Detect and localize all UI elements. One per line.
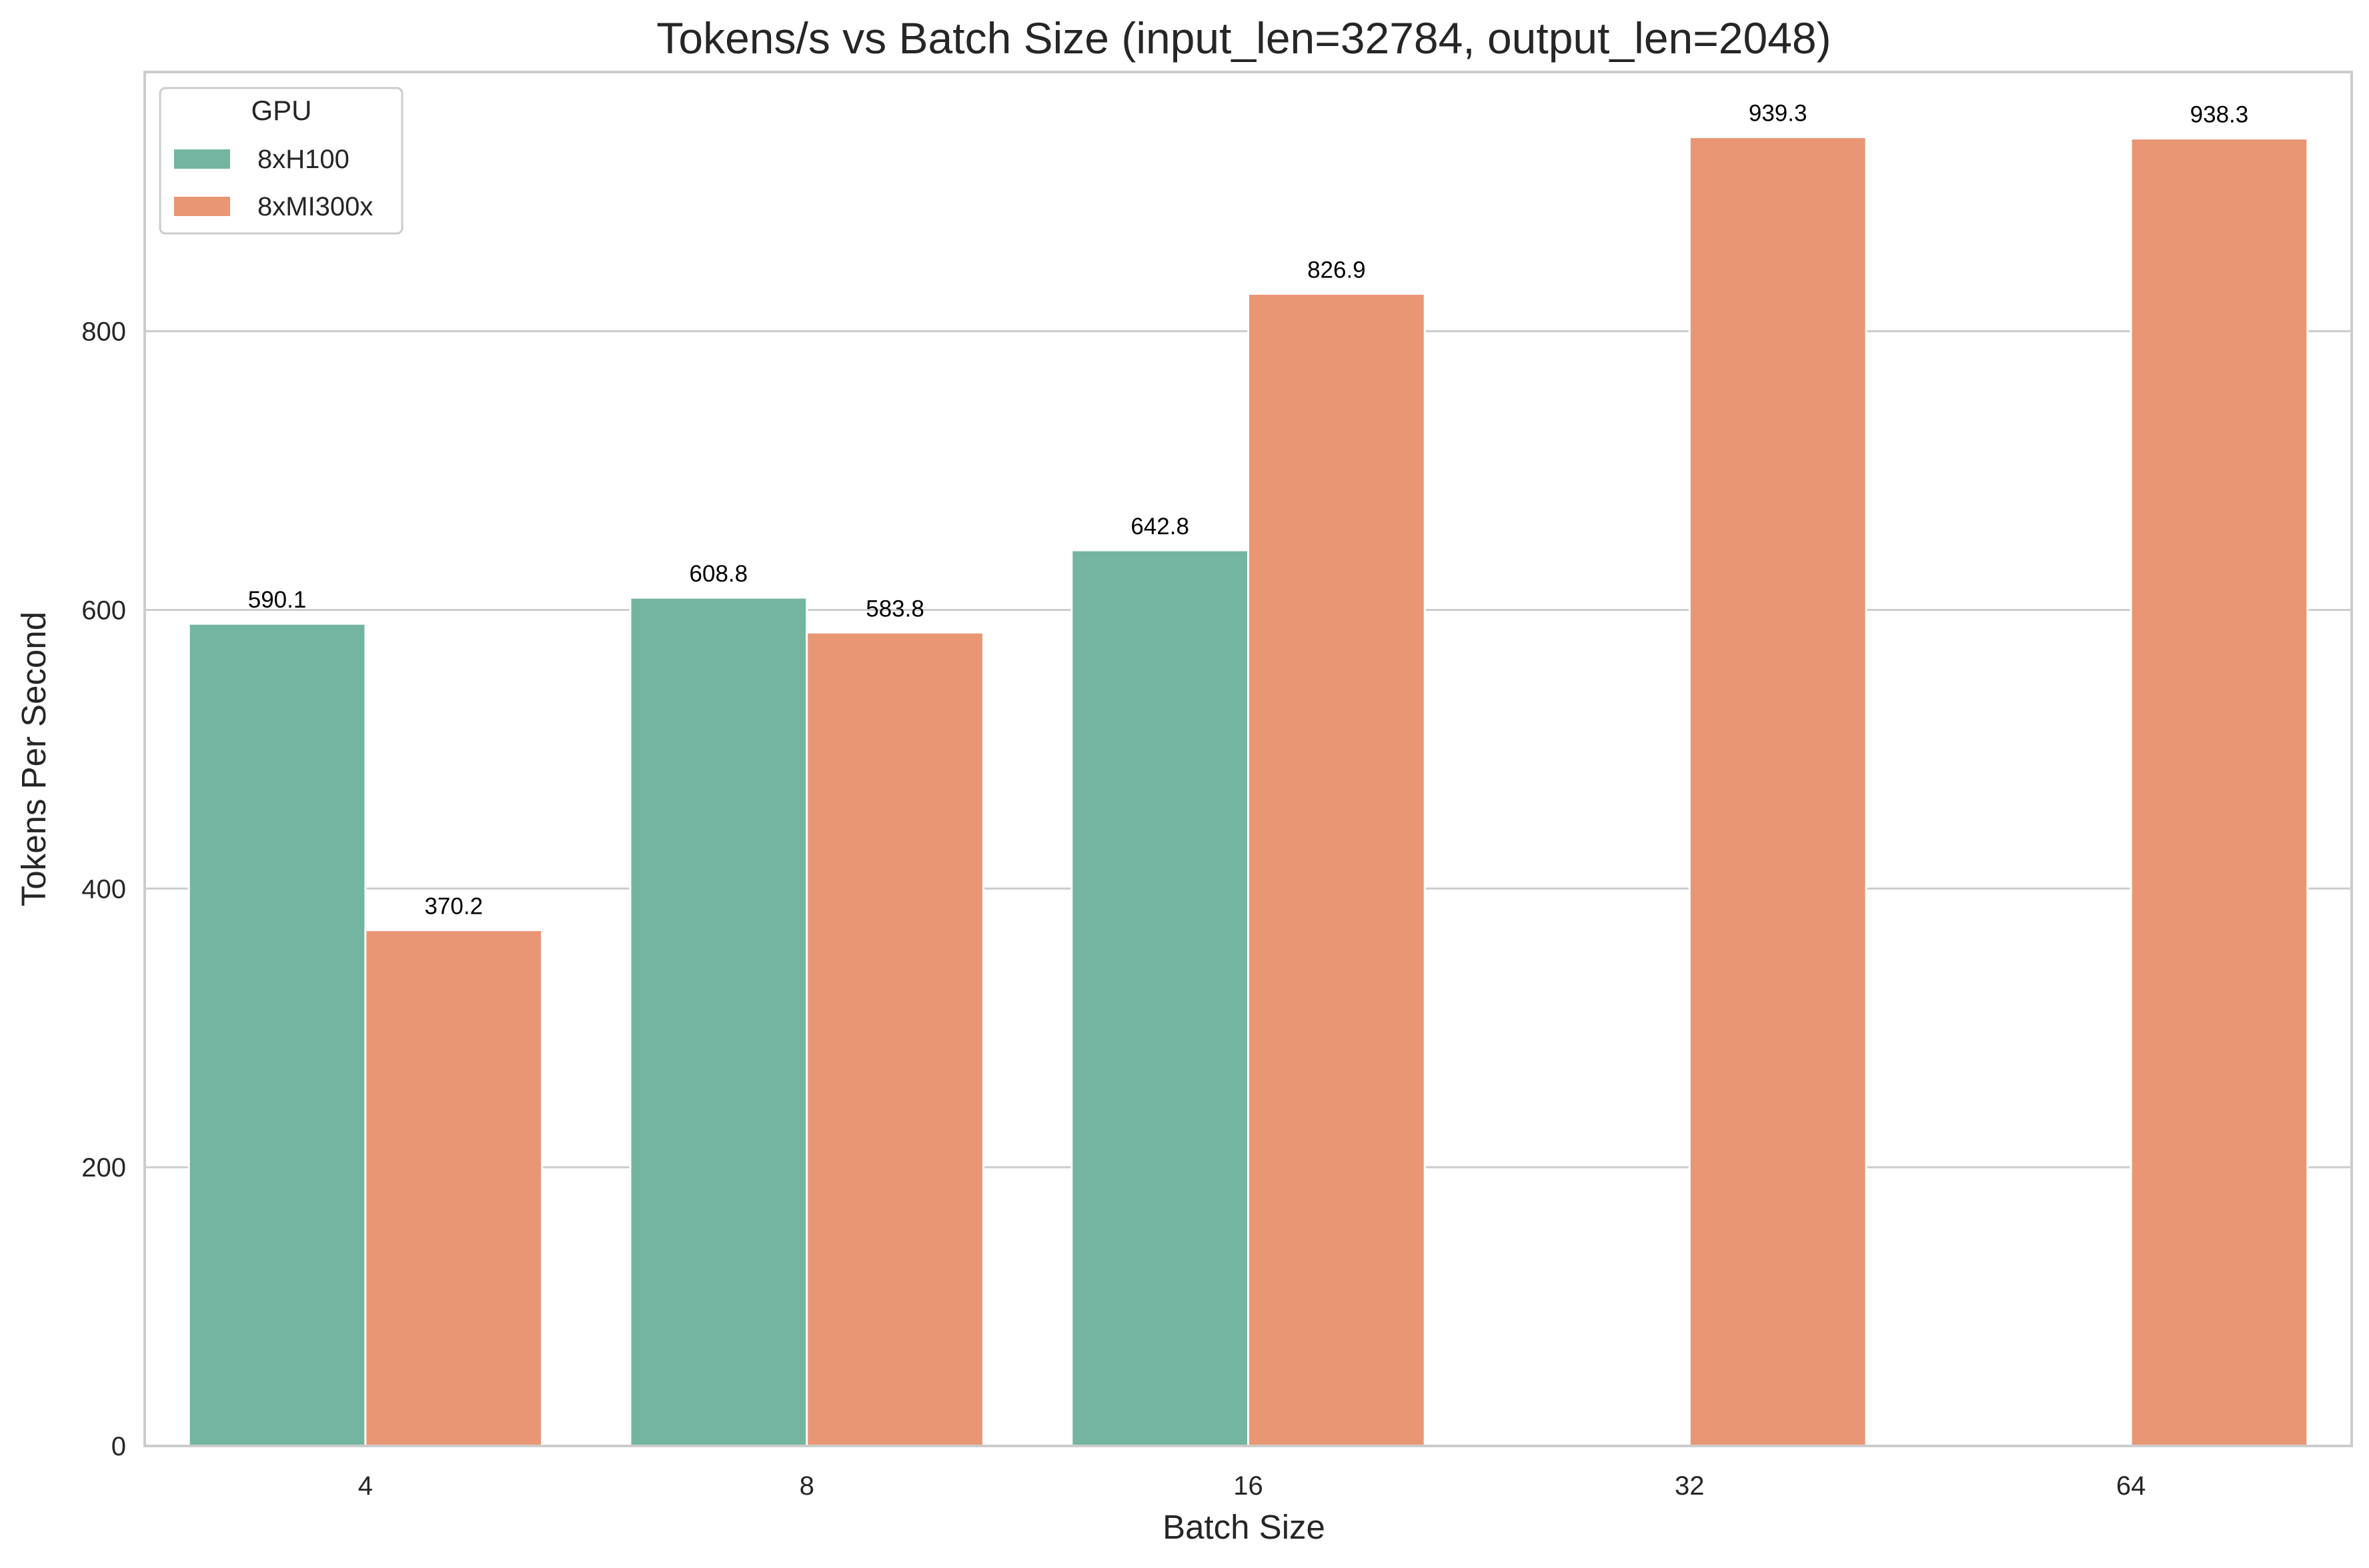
bar-8xH100-batch-8	[629, 596, 808, 1447]
bar-value-label: 938.3	[2190, 102, 2249, 128]
bar-value-label: 583.8	[866, 596, 924, 622]
bar-8xMI300x-batch-4	[364, 929, 544, 1447]
legend-label: 8xMI300x	[257, 192, 373, 221]
bar-value-label: 370.2	[424, 894, 483, 920]
bar-8xMI300x-batch-32	[1688, 136, 1867, 1447]
bar-value-label: 939.3	[1749, 101, 1807, 127]
x-axis-ticks: 4 8 16 32 64	[358, 1471, 2146, 1501]
bar-8xMI300x-batch-16	[1247, 292, 1426, 1447]
bar-value-label: 608.8	[690, 561, 748, 587]
value-labels: 590.1 608.8 642.8 370.2 583.8 826.9 939.3 938.3	[248, 101, 2249, 920]
y-tick-label: 400	[81, 874, 126, 904]
y-tick-label: 200	[81, 1153, 126, 1183]
x-tick-label: 32	[1675, 1471, 1705, 1501]
legend-swatch	[174, 197, 230, 216]
x-tick-label: 4	[358, 1471, 373, 1501]
x-tick-label: 16	[1233, 1471, 1263, 1501]
x-axis-label: Batch Size	[1162, 1508, 1325, 1546]
y-axis-label: Tokens Per Second	[15, 612, 53, 906]
y-axis-ticks: 0 200 400 600 800	[81, 317, 126, 1461]
chart-title: Tokens/s vs Batch Size (input_len=32784,…	[656, 13, 1831, 63]
bar-8xMI300x-batch-8	[806, 631, 984, 1447]
x-tick-label: 64	[2116, 1471, 2146, 1501]
bar-8xH100-batch-4	[187, 622, 367, 1447]
legend: GPU 8xH100 8xMI300x	[159, 87, 404, 235]
legend-swatch	[174, 149, 230, 169]
legend-items: 8xH100 8xMI300x	[174, 145, 373, 221]
plot-frame	[143, 71, 2353, 1447]
y-tick-label: 600	[81, 596, 126, 625]
y-tick-label: 800	[81, 317, 126, 347]
bar-8xH100-batch-16	[1070, 549, 1250, 1447]
bar-8xMI300x-batch-64	[2130, 137, 2309, 1447]
bar-value-label: 590.1	[248, 587, 307, 613]
bar-value-label: 826.9	[1307, 257, 1366, 283]
legend-title: GPU	[251, 95, 311, 126]
bar-value-label: 642.8	[1130, 514, 1189, 540]
bars	[187, 136, 2309, 1447]
legend-label: 8xH100	[257, 145, 349, 174]
x-tick-label: 8	[800, 1471, 814, 1501]
y-tick-label: 0	[111, 1432, 126, 1461]
